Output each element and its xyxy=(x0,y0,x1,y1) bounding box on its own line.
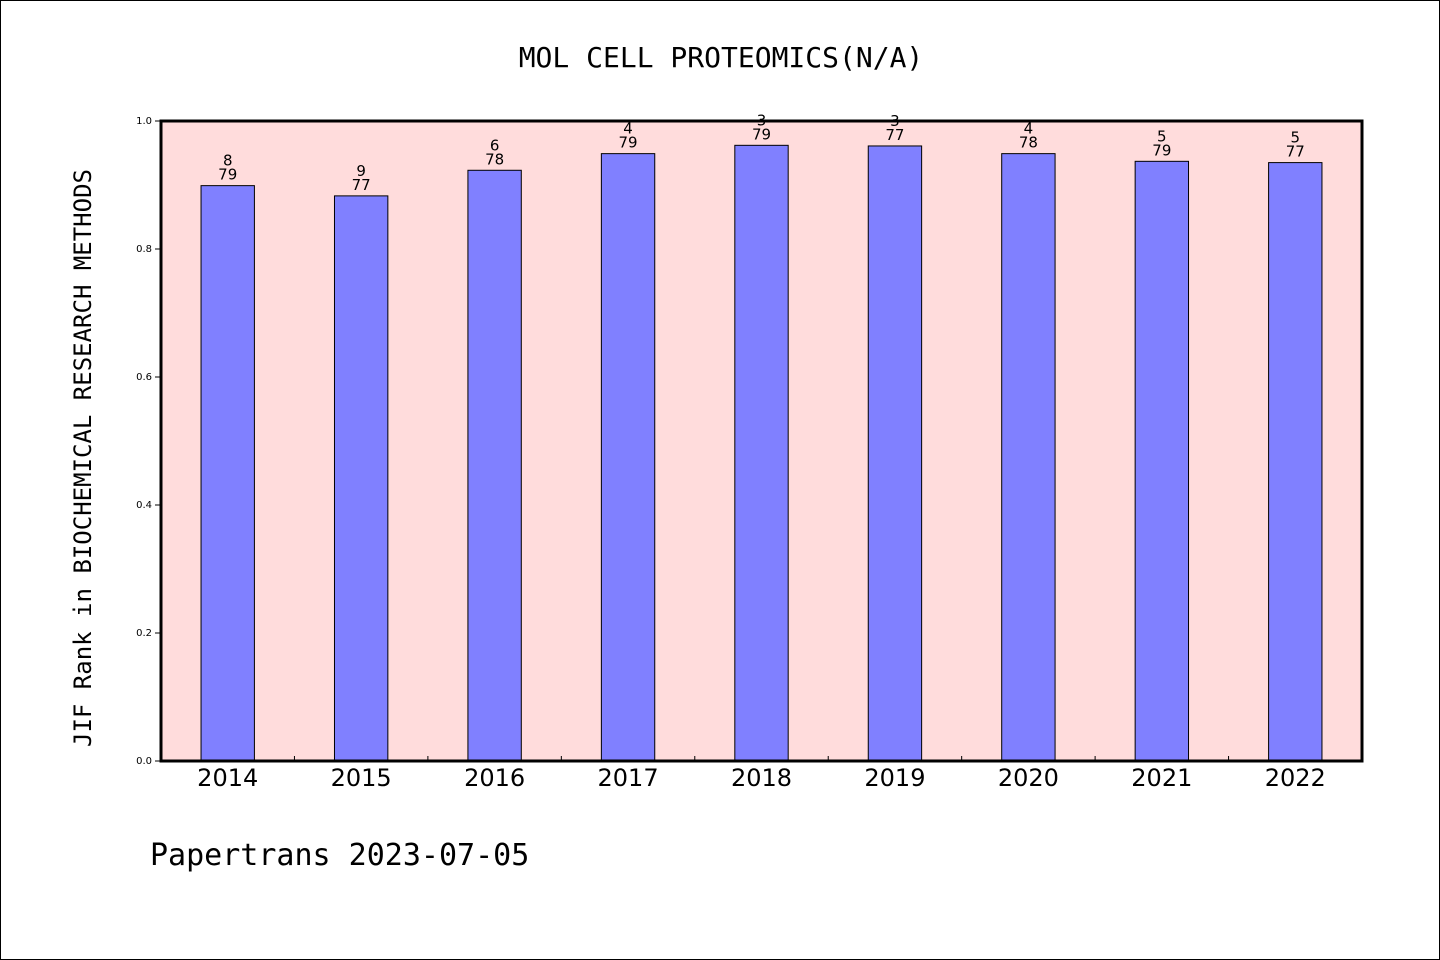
y-tick-label: 0.2 xyxy=(136,628,152,639)
bar-2021 xyxy=(1134,160,1190,762)
bar-2022 xyxy=(1268,162,1323,762)
bar-label-rank: 4 xyxy=(623,120,633,138)
bar-label-total: 79 xyxy=(1152,141,1171,159)
x-tick-label: 2014 xyxy=(197,764,258,792)
bar-label-rank: 9 xyxy=(356,162,366,180)
bar-label-rank: 8 xyxy=(223,152,233,170)
bar-label-total: 79 xyxy=(619,134,638,152)
x-tick-label: 2015 xyxy=(331,764,392,792)
x-tick-label: 2019 xyxy=(864,764,925,792)
bar-label-total: 77 xyxy=(1286,143,1305,161)
bar-2018 xyxy=(734,144,789,762)
y-axis-label: JIF Rank in BIOCHEMICAL RESEARCH METHODS xyxy=(69,169,97,747)
bar-2016 xyxy=(467,169,522,762)
y-tick-label: 0.4 xyxy=(136,500,152,511)
y-axis-ticks: 0.0 0.2 0.4 0.6 0.8 1.0 xyxy=(136,116,161,767)
bar-2014 xyxy=(200,185,255,762)
bar-2020 xyxy=(1001,153,1056,762)
y-tick-label: 0.6 xyxy=(136,372,152,383)
x-tick-label: 2016 xyxy=(464,764,525,792)
x-tick-label: 2021 xyxy=(1131,764,1192,792)
bar-2015 xyxy=(333,195,389,762)
x-tick-label: 2020 xyxy=(998,764,1059,792)
bar-label-total: 77 xyxy=(352,176,371,194)
y-tick-label: 0.0 xyxy=(136,756,152,767)
chart-title: MOL CELL PROTEOMICS(N/A) xyxy=(519,41,924,74)
x-tick-label: 2017 xyxy=(598,764,659,792)
bar-label-total: 78 xyxy=(485,150,504,168)
bar-label-rank: 6 xyxy=(490,136,500,154)
bar-label-total: 78 xyxy=(1019,134,1038,152)
bar-label-total: 77 xyxy=(885,126,904,144)
y-tick-label: 1.0 xyxy=(136,116,152,127)
bar-label-rank: 5 xyxy=(1291,129,1301,147)
x-tick-label: 2022 xyxy=(1265,764,1326,792)
bar-label-total: 79 xyxy=(218,166,237,184)
bar-2019 xyxy=(867,145,923,762)
x-axis-ticks: 2014 2015 2016 2017 2018 2019 2020 2021 2022 xyxy=(197,756,1326,792)
bar-label-rank: 5 xyxy=(1157,127,1167,145)
x-tick-label: 2018 xyxy=(731,764,792,792)
footer-credit: Papertrans 2023-07-05 xyxy=(150,838,529,873)
y-tick-label: 0.8 xyxy=(136,244,152,255)
bar-label-total: 79 xyxy=(752,125,771,143)
bar-label-rank: 4 xyxy=(1024,120,1034,138)
bars-group xyxy=(200,144,1323,762)
plot-border xyxy=(159,119,1364,763)
bar-2017 xyxy=(600,153,656,762)
